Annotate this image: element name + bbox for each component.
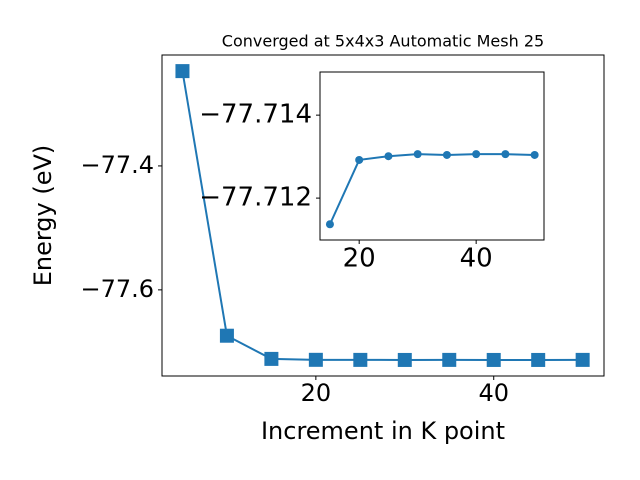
series-line: [329, 153, 535, 225]
x-tick-label: 40: [460, 244, 493, 274]
y-tick-label: −77.6: [80, 275, 154, 303]
chart-title: Converged at 5x4x3 Automatic Mesh 25: [222, 32, 544, 51]
axes-frame: [161, 54, 605, 377]
y-tick-label: −77.712: [199, 183, 312, 213]
marker: [413, 150, 422, 159]
marker: [353, 352, 368, 367]
marker: [219, 328, 234, 343]
series-line: [181, 70, 583, 361]
plot-area: [320, 72, 544, 240]
marker: [175, 64, 190, 79]
x-tick-label: 20: [343, 244, 376, 274]
y-tick-label: −77.714: [199, 100, 312, 130]
y-axis-label: Energy (eV): [29, 145, 57, 287]
marker: [264, 351, 279, 366]
y-tick-label: −77.4: [80, 151, 154, 179]
marker: [530, 150, 539, 159]
marker: [486, 352, 501, 367]
marker: [355, 155, 364, 164]
marker: [325, 220, 334, 229]
x-tick-label: 40: [478, 379, 509, 407]
x-axis-label: Increment in K point: [261, 417, 505, 445]
marker: [442, 150, 451, 159]
marker: [384, 152, 393, 161]
marker: [308, 352, 323, 367]
marker: [472, 150, 481, 159]
x-tick-label: 20: [301, 379, 332, 407]
marker: [501, 150, 510, 159]
marker: [531, 352, 546, 367]
marker: [575, 352, 590, 367]
marker: [397, 352, 412, 367]
marker: [442, 352, 457, 367]
axes-frame: [319, 71, 545, 241]
